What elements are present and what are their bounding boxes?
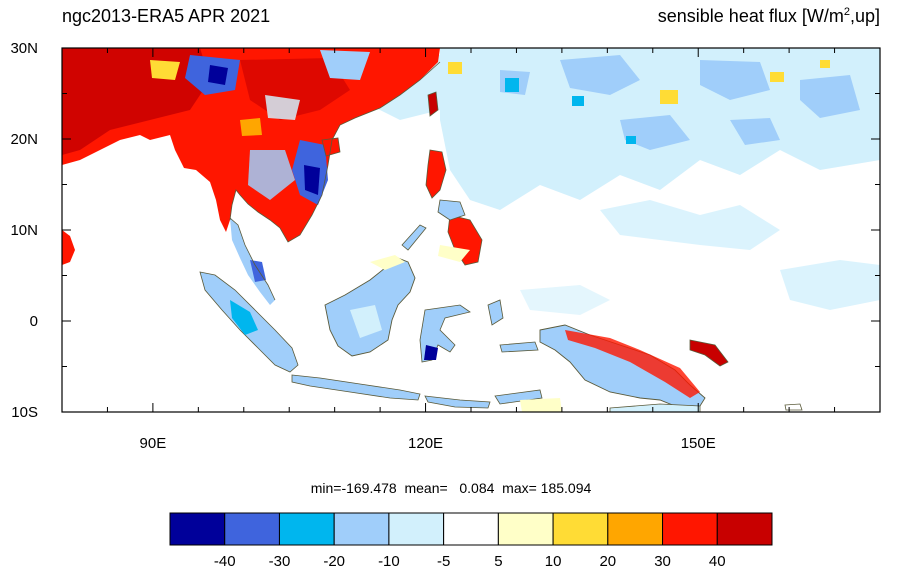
colorbar-box: [224, 512, 280, 546]
map-plot: 90E 120E 150E 30N 20N 10N 0 10S: [10, 40, 881, 452]
colorbar-label: 20: [599, 553, 616, 570]
halmahera: [487, 299, 504, 326]
colorbar-box: [662, 512, 718, 546]
lon-tick-label: 90E: [140, 435, 167, 452]
india-tip: [62, 230, 75, 265]
timor: [494, 389, 543, 405]
title-unit-suffix: ,up]: [849, 6, 880, 26]
plot-title-left: ngc2013-ERA5 APR 2021: [62, 6, 271, 26]
java: [291, 374, 421, 401]
colorbar-box: [607, 512, 664, 546]
coastlines: [229, 61, 441, 301]
solomon: [784, 403, 803, 411]
colorbar-label: -5: [437, 553, 450, 570]
lesser-sunda: [424, 395, 491, 409]
palawan: [401, 224, 427, 251]
plot-title-right: sensible heat flux [W/m2,up]: [658, 6, 880, 27]
lat-tick-label: 20N: [10, 131, 38, 148]
sumatra-cool-spot: [230, 300, 258, 335]
colorbar-box: [278, 512, 335, 546]
colorbar-labels: -40 -30 -20 -10 -5 5 10 20 30 40: [214, 553, 726, 570]
luzon: [425, 149, 447, 199]
lon-tick-label: 150E: [681, 435, 716, 452]
colorbar-label: 10: [545, 553, 562, 570]
colorbar-box: [552, 512, 609, 546]
title-variable: sensible heat flux [W/m: [657, 6, 844, 26]
colorbar-label: 40: [709, 553, 726, 570]
colorbar-box: [388, 512, 445, 546]
mindanao: [447, 214, 483, 266]
visayas: [437, 199, 466, 221]
longitude-labels: 90E 120E 150E: [140, 435, 716, 452]
colorbar-label: -40: [214, 553, 236, 570]
colorbar-boxes: [169, 512, 773, 546]
colorbar-label: -10: [378, 553, 400, 570]
lon-tick-label: 120E: [408, 435, 443, 452]
new-britain: [689, 339, 729, 367]
colorbar-box: [497, 512, 554, 546]
mainland-cool-patches: [150, 50, 370, 205]
colorbar-box: [716, 512, 773, 546]
ocean-flux-patches-dark: [505, 78, 636, 144]
sulawesi-cool-spot: [424, 345, 438, 360]
axis-ticks: [61, 47, 881, 413]
lat-tick-label: 10S: [11, 404, 38, 421]
colorbar-label: 30: [654, 553, 671, 570]
taiwan: [427, 91, 439, 117]
colorbar-box: [443, 512, 499, 546]
field-statistics: min=-169.478 mean= 0.084 max= 185.094: [310, 480, 592, 496]
latitude-labels: 30N 20N 10N 0 10S: [10, 40, 38, 421]
australia-north: [609, 403, 701, 412]
lat-tick-label: 0: [30, 313, 38, 330]
colorbar-label: -20: [323, 553, 345, 570]
colorbar-label: 5: [494, 553, 502, 570]
lat-tick-label: 10N: [10, 222, 38, 239]
borneo-light-spot: [350, 305, 382, 338]
colorbar-label: -30: [269, 553, 291, 570]
new-guinea-highlands: [565, 330, 700, 398]
title-superscript: 2: [843, 6, 850, 18]
field-layer: [62, 48, 880, 412]
coastal-light-warm: [370, 245, 562, 412]
colorbar-box: [333, 512, 390, 546]
colorbar: -40 -30 -20 -10 -5 5 10 20 30 40: [169, 512, 773, 570]
colorbar-box: [169, 512, 226, 546]
ocean-flux-patches-warm: [448, 60, 830, 104]
seram: [499, 341, 539, 353]
lat-tick-label: 30N: [10, 40, 38, 57]
